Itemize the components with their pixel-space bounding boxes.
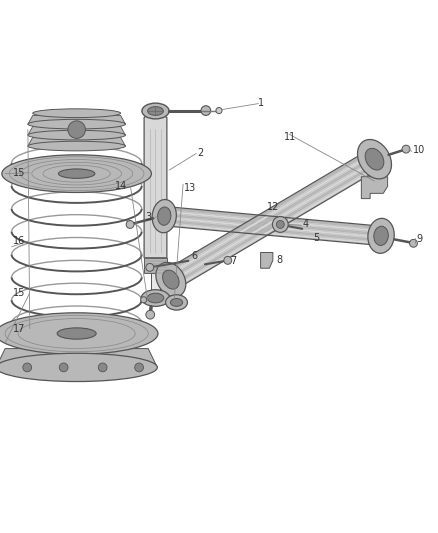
Ellipse shape	[357, 140, 392, 179]
Text: 10: 10	[413, 146, 425, 156]
Circle shape	[68, 121, 85, 139]
Text: 7: 7	[230, 256, 237, 266]
Text: 15: 15	[13, 288, 25, 298]
Circle shape	[141, 297, 147, 303]
Circle shape	[146, 310, 155, 319]
Polygon shape	[144, 108, 167, 258]
Polygon shape	[175, 166, 380, 288]
Ellipse shape	[170, 298, 183, 306]
Ellipse shape	[166, 295, 187, 310]
Ellipse shape	[148, 107, 163, 115]
Ellipse shape	[33, 109, 120, 118]
Circle shape	[201, 106, 211, 115]
Ellipse shape	[141, 290, 170, 306]
Ellipse shape	[57, 328, 96, 339]
Ellipse shape	[28, 130, 125, 140]
Text: 3: 3	[145, 213, 152, 222]
Text: 2: 2	[197, 148, 203, 158]
Polygon shape	[171, 159, 376, 282]
Circle shape	[23, 363, 32, 372]
Ellipse shape	[374, 226, 389, 246]
Ellipse shape	[365, 148, 384, 170]
Circle shape	[59, 363, 68, 372]
Polygon shape	[165, 207, 382, 229]
Polygon shape	[28, 126, 125, 135]
Ellipse shape	[152, 199, 177, 233]
Text: 13: 13	[184, 183, 196, 192]
Ellipse shape	[158, 207, 171, 225]
Polygon shape	[166, 150, 371, 273]
Circle shape	[276, 221, 284, 229]
Ellipse shape	[2, 155, 152, 192]
Polygon shape	[163, 223, 381, 245]
Text: 6: 6	[191, 251, 197, 261]
Polygon shape	[361, 177, 388, 199]
Text: 8: 8	[276, 255, 282, 265]
Ellipse shape	[147, 293, 164, 303]
Text: 1: 1	[258, 98, 265, 108]
Polygon shape	[144, 258, 167, 273]
Text: 15: 15	[13, 168, 25, 178]
Circle shape	[135, 363, 144, 372]
Polygon shape	[164, 213, 381, 236]
Text: 14: 14	[115, 181, 127, 191]
Polygon shape	[165, 211, 381, 232]
Text: 4: 4	[302, 220, 308, 229]
Text: 9: 9	[416, 235, 422, 244]
Ellipse shape	[0, 313, 158, 354]
Text: 5: 5	[313, 233, 319, 243]
Text: 11: 11	[284, 132, 296, 142]
Ellipse shape	[28, 141, 125, 151]
Polygon shape	[167, 154, 372, 276]
Polygon shape	[151, 273, 160, 298]
Polygon shape	[164, 220, 381, 241]
Circle shape	[146, 263, 154, 271]
Circle shape	[224, 256, 232, 264]
Polygon shape	[28, 138, 125, 146]
Polygon shape	[28, 115, 125, 124]
Circle shape	[126, 221, 134, 229]
Ellipse shape	[28, 119, 125, 129]
Ellipse shape	[368, 219, 394, 253]
Text: 12: 12	[267, 203, 279, 212]
Polygon shape	[173, 163, 378, 285]
Ellipse shape	[162, 270, 179, 289]
Polygon shape	[261, 253, 273, 268]
Circle shape	[272, 216, 288, 232]
Ellipse shape	[58, 169, 95, 179]
Text: 17: 17	[13, 324, 25, 334]
Circle shape	[216, 108, 222, 114]
Ellipse shape	[0, 353, 157, 382]
Circle shape	[410, 239, 417, 247]
Polygon shape	[164, 216, 381, 239]
Circle shape	[98, 363, 107, 372]
Polygon shape	[0, 349, 157, 367]
Polygon shape	[169, 157, 374, 279]
Circle shape	[402, 145, 410, 153]
Ellipse shape	[142, 103, 169, 119]
Text: 16: 16	[13, 236, 25, 246]
Ellipse shape	[156, 262, 186, 297]
